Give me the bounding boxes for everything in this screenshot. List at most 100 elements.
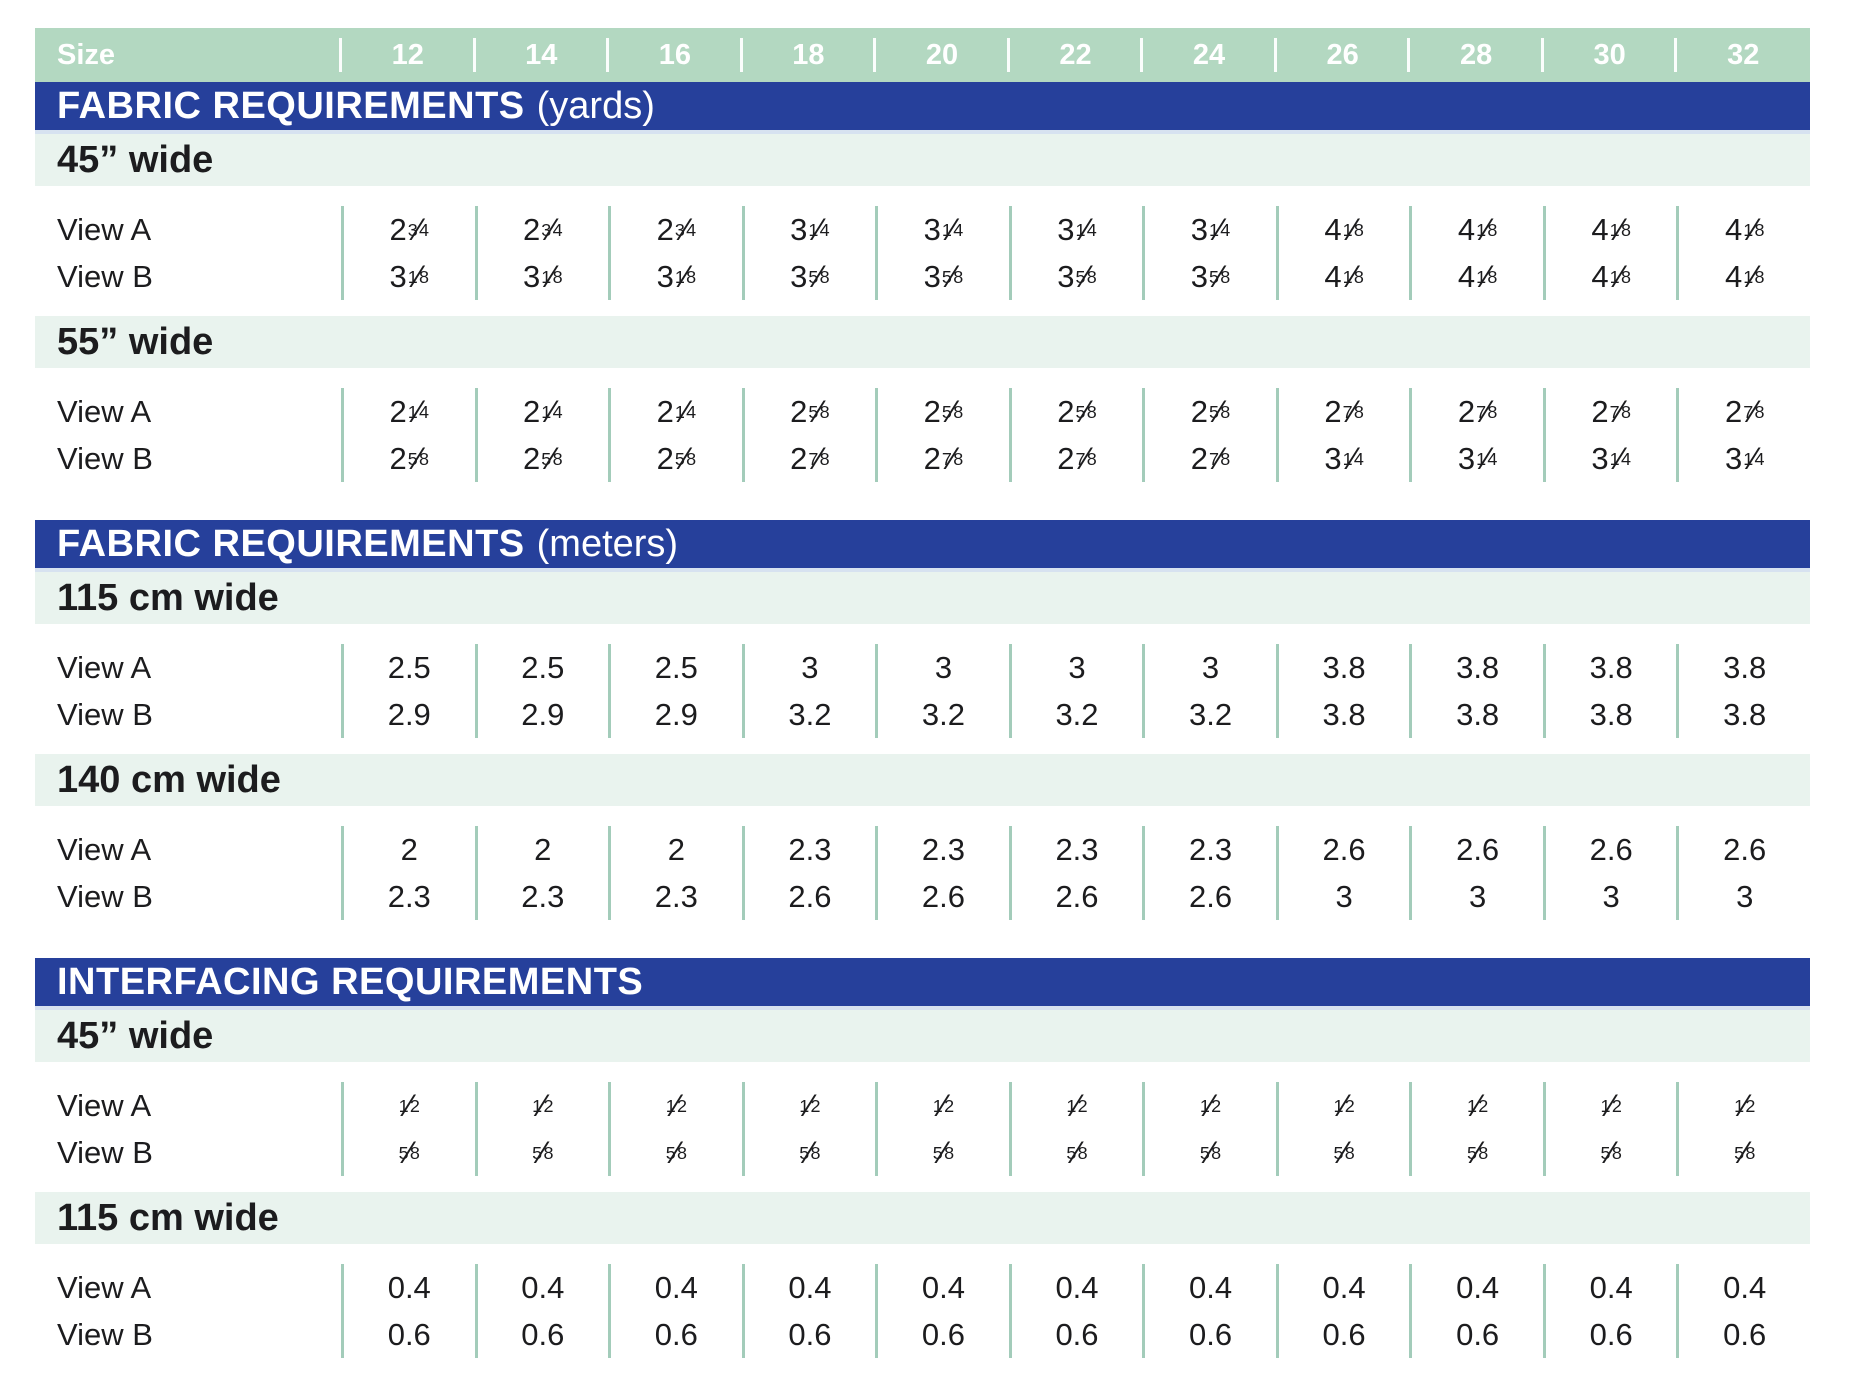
fraction-slash: ⁄ (673, 1134, 679, 1170)
value-cell: 3 1 ⁄ 8 (474, 253, 609, 300)
fraction-whole: 2 (523, 211, 541, 247)
fraction-slash: ⁄ (1474, 1087, 1481, 1123)
fraction-slash: ⁄ (807, 1087, 813, 1123)
value-cell: 2 5 ⁄ 8 (608, 435, 742, 482)
view-row-label: View B (57, 696, 153, 732)
subsection-band: 140 cm wide (35, 754, 1810, 806)
fraction-slash: ⁄ (1742, 1134, 1748, 1170)
fraction-whole: 2 (790, 440, 808, 476)
value-cell: 3 5 ⁄ 8 (1008, 253, 1143, 300)
fraction-slash: ⁄ (1074, 1087, 1080, 1123)
subsection-band: 45” wide (35, 134, 1810, 186)
value-cell: 3.2 (741, 691, 876, 738)
value-cell: 0.6 (1409, 1311, 1543, 1358)
value-cell: 3.8 (1542, 691, 1677, 738)
fraction-slash: ⁄ (816, 211, 822, 247)
section-banner-suffix: (meters) (536, 522, 679, 565)
fraction-whole: 4 (1324, 211, 1342, 247)
value-cell: 3 1 ⁄ 4 (1008, 206, 1143, 253)
fraction-whole: 3 (1724, 440, 1743, 476)
value-cell: 3 1 ⁄ 8 (608, 253, 742, 300)
value-cell: 5 ⁄ 8 (608, 1129, 742, 1176)
value-cell: 0.4 (1275, 1264, 1410, 1311)
section-banner-title: FABRIC REQUIREMENTS (57, 84, 525, 127)
size-column-header-12: 12 (341, 39, 475, 72)
value-cell: 5 ⁄ 8 (474, 1129, 609, 1176)
value-cell: 5 ⁄ 8 (1542, 1129, 1677, 1176)
value-cell: 5 ⁄ 8 (341, 1129, 475, 1176)
fraction-slash: ⁄ (549, 393, 555, 429)
fraction-whole: 3 (790, 211, 808, 247)
value-cell: 0.4 (741, 1264, 876, 1311)
value-cell: 1 ⁄ 2 (1008, 1082, 1143, 1129)
value-cell: 2 1 ⁄ 4 (474, 388, 609, 435)
value-cell: 2.3 (741, 826, 876, 873)
view-row-label: View A (57, 1269, 152, 1305)
value-cell: 2 3 ⁄ 4 (474, 206, 609, 253)
size-column-header-16: 16 (608, 39, 742, 72)
value-cell: 4 1 ⁄ 8 (1676, 206, 1810, 253)
value-cell: 3 (1142, 644, 1276, 691)
fraction-slash: ⁄ (1617, 258, 1623, 294)
fabric-requirements-table: Size 12 14 16 18 20 22 24 26 28 30 32 FABRIC REQUI… (35, 28, 1810, 1366)
fraction-slash: ⁄ (1484, 393, 1490, 429)
data-rows: View A 2.5 2.5 2.5 3 3 3 3 3.8 3.8 3.8 3.8 View B 2.9… (35, 624, 1810, 746)
value-cell: 2 7 ⁄ 8 (875, 435, 1009, 482)
fraction-slash: ⁄ (682, 211, 689, 247)
value-cell: 2.3 (1008, 826, 1143, 873)
fraction-slash: ⁄ (1341, 1134, 1347, 1170)
value-cell: 3 (1008, 644, 1143, 691)
value-cell: 2 5 ⁄ 8 (741, 388, 876, 435)
value-cell: 4 1 ⁄ 8 (1542, 206, 1677, 253)
value-cell: 2 7 ⁄ 8 (1676, 388, 1810, 435)
value-cell: 2 3 ⁄ 4 (341, 206, 475, 253)
value-cell: 4 1 ⁄ 8 (1409, 253, 1543, 300)
fraction-slash: ⁄ (540, 1134, 546, 1170)
value-cell: 3.8 (1275, 691, 1410, 738)
fraction-slash: ⁄ (415, 440, 422, 476)
fraction-slash: ⁄ (1751, 258, 1757, 294)
fraction-whole: 4 (1591, 258, 1609, 294)
value-cell: 3 5 ⁄ 8 (1142, 253, 1276, 300)
value-cell: 3 1 ⁄ 4 (1542, 435, 1677, 482)
value-cell: 3 (741, 644, 876, 691)
value-cell: 2.6 (1142, 873, 1276, 920)
view-row-label: View B (57, 440, 153, 476)
fraction-slash: ⁄ (1751, 393, 1757, 429)
value-cell: 2 5 ⁄ 8 (1142, 388, 1276, 435)
fraction-whole: 3 (1057, 258, 1075, 294)
value-cell: 1 ⁄ 2 (608, 1082, 742, 1129)
value-cell: 2.9 (341, 691, 475, 738)
fraction-slash: ⁄ (1751, 440, 1757, 476)
view-row-label: View A (57, 211, 152, 247)
value-cell: 2.6 (1676, 826, 1810, 873)
data-rows: View A 2 1 ⁄ 4 2 1 ⁄ 4 2 1 ⁄ 4 2 5 ⁄ 8 2 5 ⁄ 8 2 5 ⁄ 8 2 5 ⁄ 8 2 7 ⁄ 8 2 7… (35, 368, 1810, 490)
value-cell: 3 1 ⁄ 4 (1676, 435, 1810, 482)
value-cell: 3 1 ⁄ 4 (1275, 435, 1410, 482)
value-cell: 0.4 (1676, 1264, 1810, 1311)
value-cell: 2.5 (474, 644, 609, 691)
fraction-slash: ⁄ (1484, 258, 1490, 294)
value-cell: 0.4 (1142, 1264, 1276, 1311)
data-rows: View A 1 ⁄ 2 1 ⁄ 2 1 ⁄ 2 1 ⁄ 2 1 ⁄ 2 1 ⁄ 2 1 ⁄ 2 1 ⁄ 2 1 ⁄ 2 1 ⁄ 2 1 ⁄ 2 V… (35, 1062, 1810, 1184)
value-cell: 2 (474, 826, 609, 873)
fraction-whole: 2 (389, 393, 407, 429)
value-cell: 2 5 ⁄ 8 (1008, 388, 1143, 435)
section-banner: INTERFACING REQUIREMENTS (35, 958, 1810, 1010)
fraction-slash: ⁄ (816, 258, 822, 294)
subsection-band: 115 cm wide (35, 1192, 1810, 1244)
fraction-slash: ⁄ (816, 393, 822, 429)
value-cell: 3.8 (1676, 644, 1810, 691)
size-column-header-28: 28 (1409, 39, 1543, 72)
value-cell: 3 (1676, 873, 1810, 920)
fraction-slash: ⁄ (1217, 440, 1223, 476)
value-cell: 2.9 (608, 691, 742, 738)
fraction-slash: ⁄ (1217, 393, 1223, 429)
fraction-slash: ⁄ (1074, 1134, 1080, 1170)
fraction-slash: ⁄ (415, 393, 422, 429)
fraction-slash: ⁄ (1350, 440, 1356, 476)
value-cell: 3 (1275, 873, 1410, 920)
fraction-slash: ⁄ (940, 1134, 947, 1170)
value-cell: 3 5 ⁄ 8 (875, 253, 1009, 300)
value-cell: 1 ⁄ 2 (1542, 1082, 1677, 1129)
